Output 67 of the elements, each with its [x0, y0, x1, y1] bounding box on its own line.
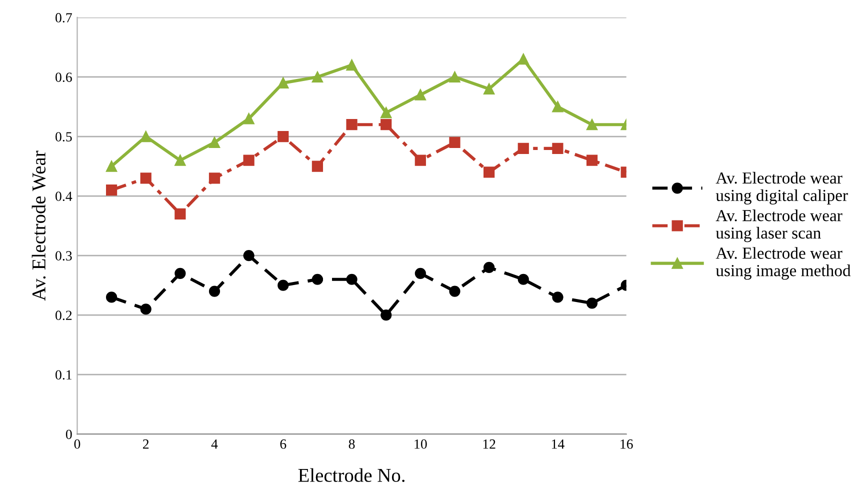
point [518, 54, 529, 65]
x-axis-title: Electrode No. [298, 468, 404, 482]
point [552, 292, 564, 303]
point [380, 119, 392, 130]
point [449, 286, 460, 297]
x-tick-label: 14 [552, 439, 564, 449]
y-tick-label: 0.7 [56, 13, 72, 22]
x-tick-label: 8 [348, 439, 355, 449]
y-tick-label: 0.4 [56, 192, 72, 202]
x-tick-label: 10 [414, 439, 427, 449]
point [484, 262, 495, 274]
point [380, 310, 392, 321]
point [208, 136, 220, 148]
legend-label: Av. Electrode wear using laser scan [716, 210, 842, 242]
point [106, 160, 118, 172]
point [174, 154, 186, 166]
point [449, 136, 460, 148]
point [278, 280, 289, 291]
point [586, 298, 598, 309]
point [414, 268, 426, 279]
point [106, 292, 118, 303]
point [243, 250, 254, 262]
point [174, 268, 186, 279]
x-tick-label: 2 [143, 439, 149, 449]
point [140, 172, 152, 184]
y-tick-label: 0.3 [56, 251, 72, 261]
x-tick-label: 4 [211, 439, 218, 449]
point [518, 274, 529, 285]
point [106, 184, 118, 196]
point [312, 274, 324, 285]
legend-label: Av. Electrode wear using image method [716, 247, 851, 280]
point [174, 208, 186, 220]
point [586, 119, 598, 130]
x-tick-label: 12 [483, 439, 496, 449]
point [140, 304, 152, 315]
point [449, 71, 460, 83]
point [414, 89, 426, 100]
y-tick-label: 0.2 [56, 310, 72, 320]
point [346, 119, 358, 130]
point [278, 77, 289, 88]
point [312, 71, 324, 83]
point [380, 107, 392, 118]
point [278, 130, 289, 142]
y-tick-label: 0 [66, 430, 72, 440]
point [346, 60, 358, 71]
point [140, 130, 152, 142]
point [552, 142, 564, 154]
point [586, 154, 598, 166]
y-tick-label: 0.1 [56, 370, 72, 380]
point [484, 166, 495, 178]
point [346, 274, 358, 285]
x-tick-label: 0 [74, 439, 80, 449]
point [552, 101, 564, 112]
point [518, 142, 529, 154]
point [208, 172, 220, 184]
point [243, 113, 254, 124]
point [243, 154, 254, 166]
legend-label: Av. Electrode wear using digital caliper [716, 172, 848, 205]
point [312, 160, 324, 172]
point [208, 286, 220, 297]
point [484, 83, 495, 94]
x-tick-label: 6 [280, 439, 286, 449]
y-tick-label: 0.6 [56, 72, 72, 82]
point [414, 154, 426, 166]
y-axis-title: Av. Electrode Wear [32, 150, 46, 301]
y-tick-label: 0.5 [56, 132, 72, 142]
x-tick-label: 16 [620, 439, 633, 449]
